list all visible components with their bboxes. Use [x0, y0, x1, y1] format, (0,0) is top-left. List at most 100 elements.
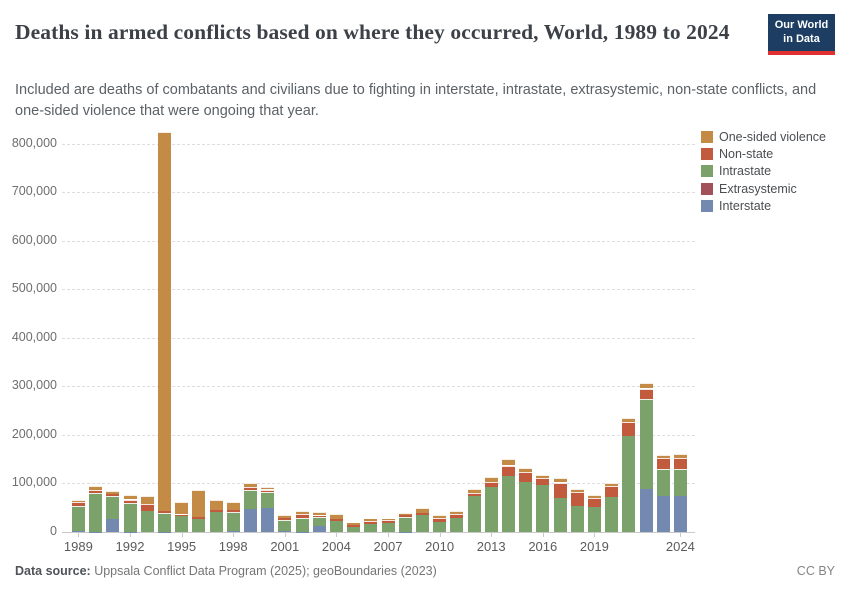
- bar-2000[interactable]: [261, 125, 275, 532]
- legend-item-extrasystemic[interactable]: Extrasystemic: [701, 180, 826, 197]
- bar-segment-intrastate[interactable]: [450, 517, 464, 532]
- bar-segment-intrastate[interactable]: [381, 523, 395, 532]
- bar-segment-intrastate[interactable]: [656, 468, 670, 497]
- bar-segment-non-state[interactable]: [673, 457, 687, 470]
- bar-2024[interactable]: [673, 125, 687, 532]
- bar-segment-non-state[interactable]: [622, 422, 636, 436]
- bar-segment-intrastate[interactable]: [364, 524, 378, 532]
- bar-segment-intrastate[interactable]: [587, 507, 601, 532]
- owid-logo[interactable]: Our World in Data: [768, 14, 835, 55]
- bar-segment-one-sided-violence[interactable]: [329, 514, 343, 520]
- bar-segment-one-sided-violence[interactable]: [347, 523, 361, 525]
- bar-2009[interactable]: [415, 125, 429, 532]
- bar-segment-one-sided-violence[interactable]: [175, 502, 189, 515]
- legend-item-non-state[interactable]: Non-state: [701, 145, 826, 162]
- bar-2021[interactable]: [622, 125, 636, 532]
- bar-segment-intrastate[interactable]: [415, 514, 429, 532]
- bar-segment-non-state[interactable]: [467, 492, 481, 496]
- bar-segment-interstate[interactable]: [261, 508, 275, 532]
- bar-segment-one-sided-violence[interactable]: [519, 468, 533, 473]
- bar-segment-non-state[interactable]: [605, 486, 619, 498]
- bar-segment-interstate[interactable]: [243, 508, 257, 532]
- bar-segment-one-sided-violence[interactable]: [381, 518, 395, 521]
- bar-segment-interstate[interactable]: [639, 488, 653, 532]
- bar-segment-intrastate[interactable]: [605, 497, 619, 532]
- bar-2013[interactable]: [484, 125, 498, 532]
- bar-segment-non-state[interactable]: [261, 489, 275, 492]
- bar-segment-non-state[interactable]: [106, 494, 120, 496]
- bar-segment-one-sided-violence[interactable]: [71, 499, 85, 503]
- bar-1993[interactable]: [140, 125, 154, 532]
- bar-segment-non-state[interactable]: [381, 520, 395, 523]
- bar-segment-non-state[interactable]: [347, 524, 361, 527]
- bar-segment-non-state[interactable]: [243, 487, 257, 490]
- bar-2004[interactable]: [329, 125, 343, 532]
- bar-segment-intrastate[interactable]: [329, 521, 343, 532]
- bar-segment-non-state[interactable]: [140, 503, 154, 511]
- bar-segment-intrastate[interactable]: [192, 518, 206, 532]
- bar-segment-non-state[interactable]: [415, 513, 429, 515]
- bar-segment-intrastate[interactable]: [243, 489, 257, 509]
- bar-2014[interactable]: [501, 125, 515, 532]
- bar-segment-one-sided-violence[interactable]: [415, 508, 429, 514]
- bar-segment-intrastate[interactable]: [157, 512, 171, 532]
- bar-2008[interactable]: [398, 125, 412, 532]
- legend-item-one-sided-violence[interactable]: One-sided violence: [701, 128, 826, 145]
- license-badge[interactable]: CC BY: [796, 564, 835, 578]
- bar-segment-intrastate[interactable]: [312, 516, 326, 526]
- bar-segment-one-sided-violence[interactable]: [536, 474, 550, 478]
- bar-segment-one-sided-violence[interactable]: [89, 485, 103, 491]
- legend-item-intrastate[interactable]: Intrastate: [701, 163, 826, 180]
- bar-2019[interactable]: [587, 125, 601, 532]
- bar-segment-intrastate[interactable]: [347, 526, 361, 532]
- bar-segment-one-sided-violence[interactable]: [639, 382, 653, 389]
- bar-segment-non-state[interactable]: [278, 518, 292, 521]
- bar-segment-intrastate[interactable]: [71, 506, 85, 532]
- bar-2011[interactable]: [450, 125, 464, 532]
- bar-segment-interstate[interactable]: [656, 496, 670, 532]
- bar-segment-interstate[interactable]: [71, 531, 85, 532]
- bar-segment-interstate[interactable]: [278, 531, 292, 532]
- bar-segment-non-state[interactable]: [501, 465, 515, 476]
- bar-2018[interactable]: [570, 125, 584, 532]
- bar-segment-one-sided-violence[interactable]: [295, 510, 309, 514]
- bar-segment-one-sided-violence[interactable]: [587, 495, 601, 498]
- bar-segment-one-sided-violence[interactable]: [243, 483, 257, 488]
- bar-segment-intrastate[interactable]: [639, 398, 653, 489]
- bar-1989[interactable]: [71, 125, 85, 532]
- bar-segment-one-sided-violence[interactable]: [673, 454, 687, 458]
- bar-segment-intrastate[interactable]: [261, 491, 275, 508]
- bar-segment-one-sided-violence[interactable]: [570, 488, 584, 492]
- bar-segment-interstate[interactable]: [226, 531, 240, 532]
- bar-segment-intrastate[interactable]: [433, 521, 447, 532]
- bar-segment-non-state[interactable]: [295, 514, 309, 519]
- bar-2015[interactable]: [519, 125, 533, 532]
- bar-2016[interactable]: [536, 125, 550, 532]
- bar-segment-one-sided-violence[interactable]: [261, 487, 275, 490]
- bar-segment-one-sided-violence[interactable]: [656, 454, 670, 458]
- bar-segment-interstate[interactable]: [106, 519, 120, 532]
- bar-segment-one-sided-violence[interactable]: [123, 495, 137, 500]
- bar-segment-one-sided-violence[interactable]: [278, 514, 292, 519]
- bar-segment-intrastate[interactable]: [467, 495, 481, 532]
- bar-segment-one-sided-violence[interactable]: [398, 512, 412, 516]
- bar-segment-non-state[interactable]: [450, 514, 464, 518]
- legend-item-interstate[interactable]: Interstate: [701, 198, 826, 215]
- bar-segment-intrastate[interactable]: [175, 516, 189, 532]
- bar-1996[interactable]: [192, 125, 206, 532]
- bar-segment-one-sided-violence[interactable]: [605, 482, 619, 487]
- bar-segment-interstate[interactable]: [673, 496, 687, 532]
- bar-segment-one-sided-violence[interactable]: [312, 512, 326, 516]
- bar-segment-intrastate[interactable]: [106, 495, 120, 520]
- bar-segment-non-state[interactable]: [656, 457, 670, 469]
- bar-segment-intrastate[interactable]: [123, 503, 137, 532]
- bar-segment-one-sided-violence[interactable]: [140, 496, 154, 504]
- bar-segment-one-sided-violence[interactable]: [106, 490, 120, 495]
- bar-1999[interactable]: [243, 125, 257, 532]
- bar-segment-non-state[interactable]: [89, 490, 103, 493]
- bar-segment-non-state[interactable]: [519, 472, 533, 482]
- bar-segment-non-state[interactable]: [123, 499, 137, 504]
- bar-segment-intrastate[interactable]: [278, 520, 292, 531]
- bar-2005[interactable]: [347, 125, 361, 532]
- bar-segment-non-state[interactable]: [209, 510, 223, 513]
